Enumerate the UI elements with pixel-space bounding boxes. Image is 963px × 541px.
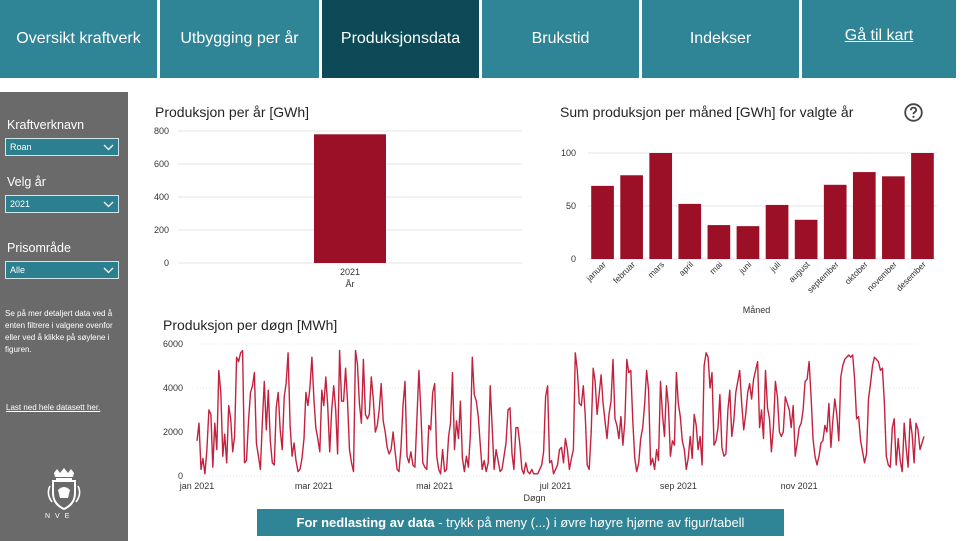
x-tick-label: sep 2021 [660, 481, 697, 491]
y-tick-label: 2000 [163, 427, 183, 437]
tab-utbygging-per-ar[interactable]: Utbygging per år [160, 0, 319, 78]
tab-indekser[interactable]: Indekser [642, 0, 799, 78]
banner-bold-text: For nedlasting av data [296, 515, 435, 530]
y-tick-label: 0 [178, 471, 183, 481]
year-select[interactable]: 2021 [5, 195, 119, 213]
bar [620, 175, 643, 259]
bar [707, 225, 731, 259]
year-select-value: 2021 [10, 199, 31, 209]
banner-text: - trykk på meny (...) i øvre høyre hjørn… [434, 515, 745, 530]
chevron-down-icon [103, 144, 114, 151]
chart-title-annual: Produksjon per år [GWh] [155, 104, 310, 120]
bar [678, 203, 702, 259]
y-tick-label: 100 [561, 148, 576, 158]
monthly-production-chart: 0 50 100 januar februar mars april mai juni juli a… [561, 148, 937, 315]
series-line [196, 349, 925, 475]
x-axis-label: År [346, 279, 355, 289]
tab-label: Produksjonsdata [340, 30, 461, 47]
bar [649, 153, 673, 259]
x-tick-label: oktober [843, 259, 870, 286]
x-tick-label: mar 2021 [295, 481, 333, 491]
tab-label: Utbygging per år [180, 30, 299, 47]
x-tick-label: juli [767, 259, 782, 274]
daily-production-chart: 0 2000 4000 6000 jan 2021 mar 2021 mai 2021 jul… [163, 339, 925, 503]
price-area-select[interactable]: Alle [5, 261, 119, 279]
x-tick-label: nov 2021 [781, 481, 818, 491]
tab-produksjonsdata[interactable]: Produksjonsdata [322, 0, 479, 78]
bar [794, 219, 818, 259]
price-area-label: Prisområde [7, 241, 71, 255]
chevron-down-icon [103, 201, 114, 208]
tab-label: Oversikt kraftverk [16, 30, 141, 47]
x-tick-label: august [786, 259, 812, 285]
plant-label: Kraftverknavn [7, 118, 85, 132]
x-tick-label: mai 2021 [416, 481, 453, 491]
tab-label: Gå til kart [844, 27, 914, 44]
y-tick-label: 50 [566, 201, 576, 211]
x-axis-label: Døgn [523, 493, 545, 503]
tab-label: Indekser [689, 30, 752, 47]
bar [852, 172, 876, 259]
x-tick-label: mars [646, 259, 666, 279]
plant-select-value: Roan [10, 142, 32, 152]
sidebar-note: Se på mer detaljert data ved å enten fil… [5, 309, 113, 354]
chart-title-monthly: Sum produksjon per måned [GWh] for valgt… [560, 104, 854, 120]
y-tick-label: 4000 [163, 383, 183, 393]
y-tick-label: 200 [154, 225, 169, 235]
y-tick-label: 600 [154, 159, 169, 169]
chevron-down-icon [103, 267, 114, 274]
nve-crest-icon [47, 468, 81, 510]
y-tick-label: 800 [154, 126, 169, 136]
download-dataset-link[interactable]: Last ned hele datasett her. [6, 403, 101, 412]
x-tick-label: februar [611, 259, 637, 285]
tab-label: Brukstid [531, 30, 590, 47]
price-area-select-value: Alle [10, 265, 26, 275]
bar [823, 184, 847, 259]
download-info-banner: For nedlasting av data - trykk på meny (… [257, 509, 784, 536]
bar [314, 134, 386, 263]
x-tick-label: september [805, 259, 841, 295]
x-tick-label: jan 2021 [179, 481, 215, 491]
y-tick-label: 6000 [163, 339, 183, 349]
x-tick-label: januar [583, 259, 608, 284]
chart-title-daily: Produksjon per døgn [MWh] [163, 317, 338, 333]
annual-production-chart: 0 200 400 600 800 2021 År [154, 126, 522, 289]
x-tick-label: jul 2021 [539, 481, 572, 491]
tab-oversikt-kraftverk[interactable]: Oversikt kraftverk [0, 0, 157, 78]
plant-select[interactable]: Roan [5, 138, 119, 156]
tab-brukstid[interactable]: Brukstid [482, 0, 639, 78]
sidebar: Kraftverknavn Roan Velg år 2021 Prisområ… [0, 92, 128, 541]
x-tick-label: april [677, 259, 696, 278]
y-tick-label: 0 [164, 258, 169, 268]
y-tick-label: 400 [154, 192, 169, 202]
y-tick-label: 0 [571, 254, 576, 264]
bar [882, 176, 905, 259]
tab-ga-til-kart[interactable]: Gå til kart [802, 0, 956, 78]
bar [736, 226, 760, 259]
x-tick-label: 2021 [340, 267, 360, 277]
year-label: Velg år [7, 175, 46, 189]
bar [911, 153, 934, 259]
question-circle-icon[interactable] [904, 103, 923, 122]
logo-text: NVE [45, 513, 75, 520]
x-tick-label: juni [736, 259, 753, 276]
top-navigation: Oversikt kraftverk Utbygging per år Prod… [0, 0, 963, 79]
x-tick-label: desember [894, 259, 928, 293]
bar [591, 185, 614, 259]
x-tick-label: november [865, 259, 899, 293]
x-axis-label: Måned [743, 305, 771, 315]
bar [765, 204, 789, 259]
x-tick-label: mai [708, 259, 725, 276]
